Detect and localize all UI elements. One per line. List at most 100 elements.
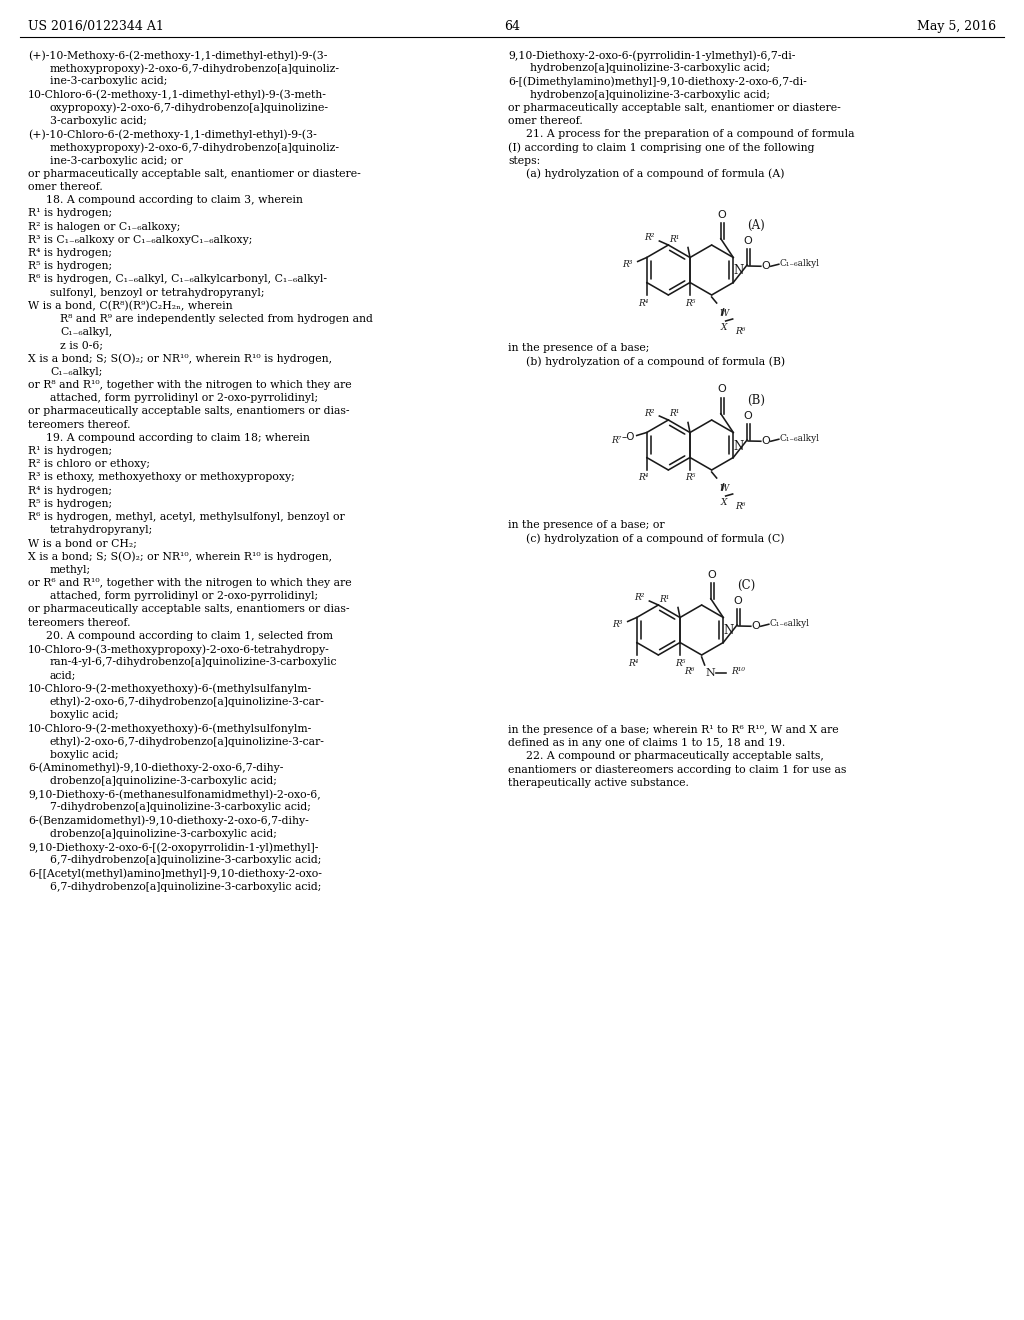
Text: R⁸ and R⁹ are independently selected from hydrogen and: R⁸ and R⁹ are independently selected fro… — [60, 314, 373, 323]
Text: O: O — [718, 384, 726, 395]
Text: R² is halogen or C₁₋₆alkoxy;: R² is halogen or C₁₋₆alkoxy; — [28, 222, 180, 231]
Text: 6-[(Dimethylamino)methyl]-9,10-diethoxy-2-oxo-6,7-di-: 6-[(Dimethylamino)methyl]-9,10-diethoxy-… — [508, 77, 807, 87]
Text: X is a bond; S; S(O)₂; or NR¹⁰, wherein R¹⁰ is hydrogen,: X is a bond; S; S(O)₂; or NR¹⁰, wherein … — [28, 354, 332, 364]
Text: 18. A compound according to claim 3, wherein: 18. A compound according to claim 3, whe… — [46, 195, 303, 205]
Text: R⁴: R⁴ — [629, 659, 639, 668]
Text: 64: 64 — [504, 20, 520, 33]
Text: –O: –O — [622, 433, 635, 442]
Text: R⁴: R⁴ — [639, 474, 649, 483]
Text: W: W — [720, 309, 729, 318]
Text: methoxypropoxy)-2-oxo-6,7-dihydrobenzo[a]quinoliz-: methoxypropoxy)-2-oxo-6,7-dihydrobenzo[a… — [50, 143, 340, 153]
Text: ethyl)-2-oxo-6,7-dihydrobenzo[a]quinolizine-3-car-: ethyl)-2-oxo-6,7-dihydrobenzo[a]quinoliz… — [50, 697, 325, 708]
Text: R³: R³ — [623, 260, 633, 269]
Text: or pharmaceutically acceptable salts, enantiomers or dias-: or pharmaceutically acceptable salts, en… — [28, 605, 349, 614]
Text: N: N — [706, 668, 716, 678]
Text: (B): (B) — [746, 393, 765, 407]
Text: 6-(Aminomethyl)-9,10-diethoxy-2-oxo-6,7-dihy-: 6-(Aminomethyl)-9,10-diethoxy-2-oxo-6,7-… — [28, 763, 284, 774]
Text: R⁵: R⁵ — [685, 298, 695, 308]
Text: R²: R² — [644, 408, 654, 417]
Text: tetrahydropyranyl;: tetrahydropyranyl; — [50, 525, 154, 535]
Text: sulfonyl, benzoyl or tetrahydropyranyl;: sulfonyl, benzoyl or tetrahydropyranyl; — [50, 288, 264, 297]
Text: tereomers thereof.: tereomers thereof. — [28, 618, 130, 627]
Text: 6,7-dihydrobenzo[a]quinolizine-3-carboxylic acid;: 6,7-dihydrobenzo[a]quinolizine-3-carboxy… — [50, 855, 322, 865]
Text: enantiomers or diastereomers according to claim 1 for use as: enantiomers or diastereomers according t… — [508, 764, 847, 775]
Text: hydrobenzo[a]quinolizine-3-carboxylic acid;: hydrobenzo[a]quinolizine-3-carboxylic ac… — [530, 63, 770, 73]
Text: or pharmaceutically acceptable salts, enantiomers or dias-: or pharmaceutically acceptable salts, en… — [28, 407, 349, 416]
Text: C₁₋₆alkyl,: C₁₋₆alkyl, — [60, 327, 113, 337]
Text: 21. A process for the preparation of a compound of formula: 21. A process for the preparation of a c… — [526, 129, 854, 139]
Text: steps:: steps: — [508, 156, 541, 165]
Text: X: X — [721, 323, 727, 333]
Text: R⁶: R⁶ — [734, 502, 745, 511]
Text: boxylic acid;: boxylic acid; — [50, 750, 119, 759]
Text: R⁶ is hydrogen, C₁₋₆alkyl, C₁₋₆alkylcarbonyl, C₁₋₆alkyl-: R⁶ is hydrogen, C₁₋₆alkyl, C₁₋₆alkylcarb… — [28, 275, 327, 284]
Text: R²: R² — [644, 234, 654, 243]
Text: ine-3-carboxylic acid; or: ine-3-carboxylic acid; or — [50, 156, 182, 165]
Text: R⁷: R⁷ — [611, 436, 622, 445]
Text: attached, form pyrrolidinyl or 2-oxo-pyrrolidinyl;: attached, form pyrrolidinyl or 2-oxo-pyr… — [50, 591, 318, 601]
Text: methoxypropoxy)-2-oxo-6,7-dihydrobenzo[a]quinoliz-: methoxypropoxy)-2-oxo-6,7-dihydrobenzo[a… — [50, 63, 340, 74]
Text: X is a bond; S; S(O)₂; or NR¹⁰, wherein R¹⁰ is hydrogen,: X is a bond; S; S(O)₂; or NR¹⁰, wherein … — [28, 552, 332, 562]
Text: 10-Chloro-9-(2-methoxyethoxy)-6-(methylsulfanylm-: 10-Chloro-9-(2-methoxyethoxy)-6-(methyls… — [28, 684, 312, 694]
Text: 6-[[Acetyl(methyl)amino]methyl]-9,10-diethoxy-2-oxo-: 6-[[Acetyl(methyl)amino]methyl]-9,10-die… — [28, 869, 322, 879]
Text: 9,10-Diethoxy-2-oxo-6-(pyrrolidin-1-ylmethyl)-6,7-di-: 9,10-Diethoxy-2-oxo-6-(pyrrolidin-1-ylme… — [508, 50, 796, 61]
Text: R¹: R¹ — [670, 409, 680, 418]
Text: 20. A compound according to claim 1, selected from: 20. A compound according to claim 1, sel… — [46, 631, 333, 640]
Text: R⁴ is hydrogen;: R⁴ is hydrogen; — [28, 248, 112, 257]
Text: (a) hydrolyzation of a compound of formula (A): (a) hydrolyzation of a compound of formu… — [526, 169, 784, 180]
Text: R³: R³ — [612, 620, 623, 630]
Text: R⁶: R⁶ — [734, 327, 745, 337]
Text: 9,10-Diethoxy-6-(methanesulfonamidmethyl)-2-oxo-6,: 9,10-Diethoxy-6-(methanesulfonamidmethyl… — [28, 789, 321, 800]
Text: (c) hydrolyzation of a compound of formula (C): (c) hydrolyzation of a compound of formu… — [526, 533, 784, 544]
Text: (+)-10-Methoxy-6-(2-methoxy-1,1-dimethyl-ethyl)-9-(3-: (+)-10-Methoxy-6-(2-methoxy-1,1-dimethyl… — [28, 50, 328, 61]
Text: R⁶ is hydrogen, methyl, acetyl, methylsulfonyl, benzoyl or: R⁶ is hydrogen, methyl, acetyl, methylsu… — [28, 512, 345, 521]
Text: R⁴ is hydrogen;: R⁴ is hydrogen; — [28, 486, 112, 495]
Text: X: X — [721, 498, 727, 507]
Text: N: N — [733, 264, 743, 277]
Text: defined as in any one of claims 1 to 15, 18 and 19.: defined as in any one of claims 1 to 15,… — [508, 738, 785, 748]
Text: or R⁶ and R¹⁰, together with the nitrogen to which they are: or R⁶ and R¹⁰, together with the nitroge… — [28, 578, 351, 587]
Text: O: O — [718, 210, 726, 219]
Text: O: O — [762, 436, 770, 446]
Text: 3-carboxylic acid;: 3-carboxylic acid; — [50, 116, 146, 125]
Text: R⁵ is hydrogen;: R⁵ is hydrogen; — [28, 499, 112, 508]
Text: 10-Chloro-6-(2-methoxy-1,1-dimethyl-ethyl)-9-(3-meth-: 10-Chloro-6-(2-methoxy-1,1-dimethyl-ethy… — [28, 90, 327, 100]
Text: tereomers thereof.: tereomers thereof. — [28, 420, 130, 429]
Text: (+)-10-Chloro-6-(2-methoxy-1,1-dimethyl-ethyl)-9-(3-: (+)-10-Chloro-6-(2-methoxy-1,1-dimethyl-… — [28, 129, 316, 140]
Text: C₁₋₆alkyl: C₁₋₆alkyl — [780, 434, 820, 442]
Text: omer thereof.: omer thereof. — [508, 116, 583, 125]
Text: R³ is ethoxy, methoxyethoxy or methoxypropoxy;: R³ is ethoxy, methoxyethoxy or methoxypr… — [28, 473, 295, 482]
Text: R² is chloro or ethoxy;: R² is chloro or ethoxy; — [28, 459, 150, 469]
Text: z is 0-6;: z is 0-6; — [60, 341, 103, 350]
Text: R¹ is hydrogen;: R¹ is hydrogen; — [28, 209, 112, 218]
Text: W is a bond or CH₂;: W is a bond or CH₂; — [28, 539, 137, 548]
Text: 10-Chloro-9-(3-methoxypropoxy)-2-oxo-6-tetrahydropy-: 10-Chloro-9-(3-methoxypropoxy)-2-oxo-6-t… — [28, 644, 330, 655]
Text: O: O — [743, 236, 753, 246]
Text: N: N — [723, 624, 733, 638]
Text: C₁₋₆alkyl;: C₁₋₆alkyl; — [50, 367, 102, 376]
Text: attached, form pyrrolidinyl or 2-oxo-pyrrolidinyl;: attached, form pyrrolidinyl or 2-oxo-pyr… — [50, 393, 318, 403]
Text: 9,10-Diethoxy-2-oxo-6-[(2-oxopyrrolidin-1-yl)methyl]-: 9,10-Diethoxy-2-oxo-6-[(2-oxopyrrolidin-… — [28, 842, 318, 853]
Text: or pharmaceutically acceptable salt, enantiomer or diastere-: or pharmaceutically acceptable salt, ena… — [508, 103, 841, 112]
Text: O: O — [743, 411, 753, 421]
Text: methyl;: methyl; — [50, 565, 91, 574]
Text: 6,7-dihydrobenzo[a]quinolizine-3-carboxylic acid;: 6,7-dihydrobenzo[a]quinolizine-3-carboxy… — [50, 882, 322, 891]
Text: or R⁸ and R¹⁰, together with the nitrogen to which they are: or R⁸ and R¹⁰, together with the nitroge… — [28, 380, 351, 389]
Text: in the presence of a base; wherein R¹ to R⁶ R¹⁰, W and X are: in the presence of a base; wherein R¹ to… — [508, 725, 839, 735]
Text: 7-dihydrobenzo[a]quinolizine-3-carboxylic acid;: 7-dihydrobenzo[a]quinolizine-3-carboxyli… — [50, 803, 311, 812]
Text: R¹: R¹ — [659, 594, 670, 603]
Text: ran-4-yl-6,7-dihydrobenzo[a]quinolizine-3-carboxylic: ran-4-yl-6,7-dihydrobenzo[a]quinolizine-… — [50, 657, 338, 667]
Text: R⁵: R⁵ — [675, 659, 685, 668]
Text: acid;: acid; — [50, 671, 77, 680]
Text: boxylic acid;: boxylic acid; — [50, 710, 119, 719]
Text: therapeutically active substance.: therapeutically active substance. — [508, 777, 689, 788]
Text: hydrobenzo[a]quinolizine-3-carboxylic acid;: hydrobenzo[a]quinolizine-3-carboxylic ac… — [530, 90, 770, 99]
Text: W is a bond, C(R⁸)(R⁹)C₂H₂ₙ, wherein: W is a bond, C(R⁸)(R⁹)C₂H₂ₙ, wherein — [28, 301, 232, 312]
Text: US 2016/0122344 A1: US 2016/0122344 A1 — [28, 20, 164, 33]
Text: drobenzo[a]quinolizine-3-carboxylic acid;: drobenzo[a]quinolizine-3-carboxylic acid… — [50, 829, 276, 838]
Text: 10-Chloro-9-(2-methoxyethoxy)-6-(methylsulfonylm-: 10-Chloro-9-(2-methoxyethoxy)-6-(methyls… — [28, 723, 312, 734]
Text: R⁶: R⁶ — [684, 667, 694, 676]
Text: drobenzo[a]quinolizine-3-carboxylic acid;: drobenzo[a]quinolizine-3-carboxylic acid… — [50, 776, 276, 785]
Text: (A): (A) — [748, 219, 765, 231]
Text: N: N — [733, 440, 743, 453]
